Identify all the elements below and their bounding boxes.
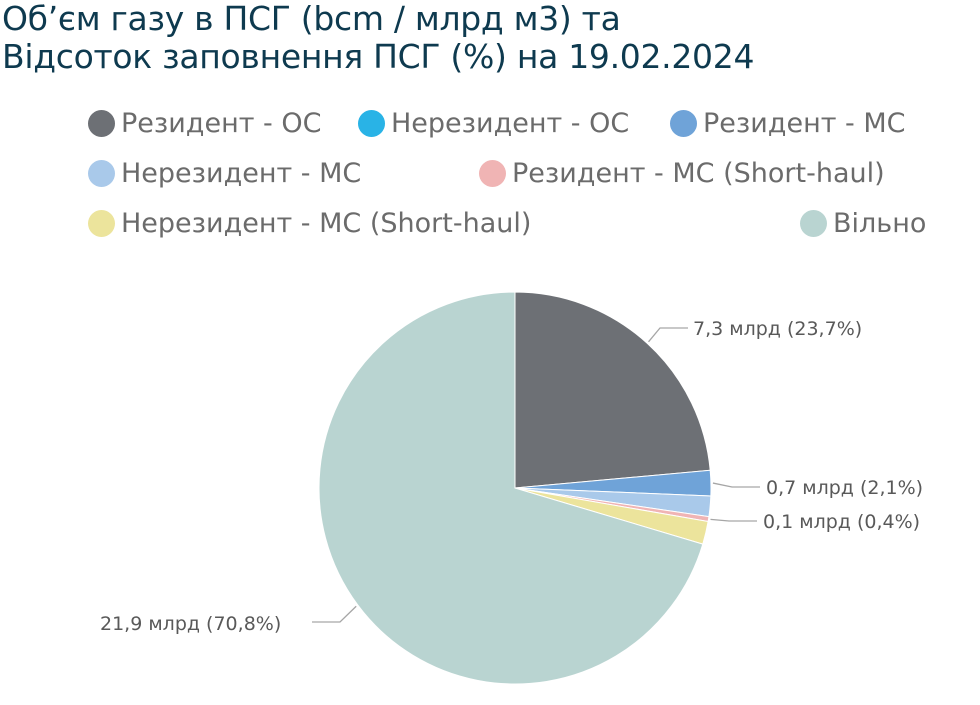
legend-item-free: Вільно — [800, 208, 926, 239]
leader-line-4 — [710, 518, 757, 522]
legend-label: Нерезидент - МС — [121, 158, 362, 189]
chart-title-line-2: Відсоток заповнення ПСГ (%) на 19.02.202… — [2, 37, 755, 76]
legend-label: Резидент - ОС — [121, 108, 322, 139]
legend-swatch — [800, 210, 827, 237]
legend-label: Нерезидент - МС (Short-haul) — [121, 208, 532, 239]
legend-swatch — [88, 110, 115, 137]
leader-line-0 — [648, 327, 688, 343]
legend-swatch — [479, 160, 506, 187]
legend-item-resident-ms: Резидент - МС — [670, 108, 906, 139]
chart-title-line-1: Об’єм газу в ПСГ (bcm / млрд м3) та — [2, 0, 621, 38]
chart-title: Об’єм газу в ПСГ (bcm / млрд м3) та Відс… — [2, 0, 972, 76]
legend-swatch — [670, 110, 697, 137]
leader-line-6 — [312, 605, 357, 623]
legend-swatch — [88, 210, 115, 237]
data-label-resident-os: 7,3 млрд (23,7%) — [693, 318, 862, 340]
leader-line-2 — [712, 482, 760, 488]
legend-label: Резидент - МС (Short-haul) — [512, 158, 885, 189]
legend-item-nonresident-ms: Нерезидент - МС — [88, 158, 361, 189]
legend-item-resident-os: Резидент - ОС — [88, 108, 321, 139]
legend-item-resident-ms-short-haul: Резидент - МС (Short-haul) — [479, 158, 885, 189]
pie-slices — [318, 291, 712, 685]
data-label-resident-ms-short-haul: 0,1 млрд (0,4%) — [763, 511, 920, 533]
legend-label: Вільно — [833, 208, 927, 239]
legend-item-nonresident-os: Нерезидент - ОС — [358, 108, 629, 139]
legend-label: Нерезидент - ОС — [391, 108, 630, 139]
legend-swatch — [88, 160, 115, 187]
data-label-free: 21,9 млрд (70,8%) — [100, 613, 281, 635]
pie-slice-0 — [514, 291, 711, 489]
pie-leader-lines — [312, 327, 760, 623]
legend-label: Резидент - МС — [703, 108, 906, 139]
data-label-resident-ms: 0,7 млрд (2,1%) — [766, 477, 923, 499]
pie-slice-6 — [318, 291, 704, 685]
legend-item-nonresident-ms-short-haul: Нерезидент - МС (Short-haul) — [88, 208, 531, 239]
legend-swatch — [358, 110, 385, 137]
